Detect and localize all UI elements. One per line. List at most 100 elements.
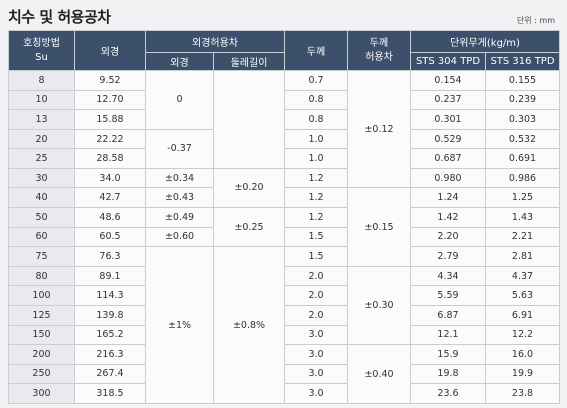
w316-cell: 2.81 (484, 246, 561, 267)
table-row: 150 165.2 3.0 12.1 12.2 (8, 324, 561, 346)
thickness-cell: 0.8 (284, 109, 348, 130)
table-row: 25 28.58 1.0 0.687 0.691 (8, 148, 561, 169)
su-cell: 100 (8, 285, 75, 306)
w316-cell: 0.532 (484, 128, 561, 150)
od-cell: 12.70 (74, 89, 146, 111)
su-cell: 8 (8, 70, 75, 91)
header-outer-diameter: 외경 (74, 30, 146, 71)
w304-cell: 0.687 (410, 148, 486, 169)
od-tol-cell: ±0.43 (145, 187, 214, 209)
thickness-cell: 1.0 (284, 148, 348, 169)
w304-cell: 15.9 (410, 344, 486, 365)
w316-cell: 6.91 (484, 304, 561, 326)
thickness-cell: 1.2 (284, 167, 348, 189)
w304-cell: 2.20 (410, 226, 486, 248)
thickness-cell: 2.0 (284, 285, 348, 306)
w316-cell: 1.43 (484, 207, 561, 228)
su-cell: 125 (8, 304, 75, 326)
w304-cell: 0.980 (410, 167, 486, 189)
thick-tol-cell: ±0.30 (347, 265, 411, 346)
thickness-cell: 1.5 (284, 226, 348, 248)
circ-tol-cell: ±0.8% (213, 246, 285, 404)
su-cell: 200 (8, 344, 75, 365)
od-cell: 28.58 (74, 148, 146, 169)
od-tol-cell: -0.37 (145, 128, 214, 169)
w316-cell: 0.155 (484, 70, 561, 91)
su-cell: 25 (8, 148, 75, 169)
thickness-cell: 2.0 (284, 304, 348, 326)
w304-cell: 0.529 (410, 128, 486, 150)
su-cell: 13 (8, 109, 75, 130)
od-cell: 318.5 (74, 383, 146, 404)
circ-tol-cell: ±0.20 (213, 167, 285, 209)
header-thickness: 두께 (284, 30, 348, 71)
header-sts316: STS 316 TPD (484, 52, 561, 71)
w304-cell: 4.34 (410, 265, 486, 287)
w316-cell: 4.37 (484, 265, 561, 287)
w316-cell: 16.0 (484, 344, 561, 365)
thickness-cell: 1.2 (284, 207, 348, 228)
thick-tol-cell: ±0.12 (347, 69, 411, 189)
header-nominal: 호칭방법 Su (8, 30, 75, 71)
su-cell: 40 (8, 187, 75, 209)
od-cell: 139.8 (74, 304, 146, 326)
header-outer-tol: 외경 (145, 52, 214, 71)
table-row: 13 15.88 0.8 0.301 0.303 (8, 109, 561, 130)
w316-cell: 2.21 (484, 226, 561, 248)
header-sts304: STS 304 TPD (410, 52, 486, 71)
w304-cell: 2.79 (410, 246, 486, 267)
table-row: 8 9.52 0 0.7 ±0.12 0.154 0.155 (8, 69, 561, 189)
w304-cell: 6.87 (410, 304, 486, 326)
thickness-cell: 0.7 (284, 70, 348, 91)
od-cell: 34.0 (74, 167, 146, 189)
header-unit-weight-group: 단위무게(kg/m) (409, 30, 561, 53)
w316-cell: 0.691 (484, 148, 561, 169)
od-tol-cell: 0 (145, 70, 214, 130)
thickness-cell: 1.5 (284, 246, 348, 267)
su-cell: 250 (8, 363, 75, 385)
dimension-tolerance-table: 호칭방법 Su 외경 외경허용차 두께 두께 허용차 단위무게(kg/m) 외경… (8, 30, 561, 404)
table-row: 20 22.22 -0.37 1.0 0.529 0.532 (8, 128, 561, 169)
w304-cell: 0.154 (410, 70, 486, 91)
page-title: 치수 및 허용공차 (8, 8, 111, 26)
od-cell: 48.6 (74, 207, 146, 228)
w304-cell: 0.237 (410, 89, 486, 111)
w304-cell: 1.42 (410, 207, 486, 228)
su-cell: 10 (8, 89, 75, 111)
od-tol-cell: ±0.60 (145, 226, 214, 248)
w316-cell: 0.239 (484, 89, 561, 111)
od-tol-cell: ±0.49 (145, 207, 214, 228)
header-outer-tolerance-group: 외경허용차 (145, 30, 285, 53)
w316-cell: 5.63 (484, 285, 561, 306)
od-cell: 267.4 (74, 363, 146, 385)
table-row: 10 12.70 0.8 0.237 0.239 (8, 89, 561, 111)
od-tol-cell: ±1% (145, 246, 214, 404)
thickness-cell: 1.2 (284, 187, 348, 209)
w316-cell: 23.8 (484, 383, 561, 404)
table-row: 200 216.3 3.0 ±0.40 15.9 16.0 (8, 344, 561, 404)
od-cell: 216.3 (74, 344, 146, 365)
w304-cell: 1.24 (410, 187, 486, 209)
su-cell: 30 (8, 167, 75, 189)
thick-tol-cell: ±0.40 (347, 344, 411, 404)
thick-tol-cell: ±0.15 (347, 187, 411, 267)
w316-cell: 0.303 (484, 109, 561, 130)
header-thickness-tolerance: 두께 허용차 (347, 30, 411, 71)
thickness-cell: 0.8 (284, 89, 348, 111)
od-cell: 42.7 (74, 187, 146, 209)
su-cell: 80 (8, 265, 75, 287)
od-cell: 114.3 (74, 285, 146, 306)
od-cell: 9.52 (74, 70, 146, 91)
thickness-cell: 2.0 (284, 265, 348, 287)
table-row: 80 89.1 2.0 ±0.30 4.34 4.37 (8, 265, 561, 346)
w304-cell: 19.8 (410, 363, 486, 385)
od-cell: 165.2 (74, 324, 146, 346)
table-row: 100 114.3 2.0 5.59 5.63 (8, 285, 561, 306)
od-cell: 15.88 (74, 109, 146, 130)
w304-cell: 23.6 (410, 383, 486, 404)
su-cell: 150 (8, 324, 75, 346)
table-row: 60 60.5 ±0.60 1.5 2.20 2.21 (8, 226, 561, 248)
thickness-cell: 1.0 (284, 128, 348, 150)
w316-cell: 12.2 (484, 324, 561, 346)
